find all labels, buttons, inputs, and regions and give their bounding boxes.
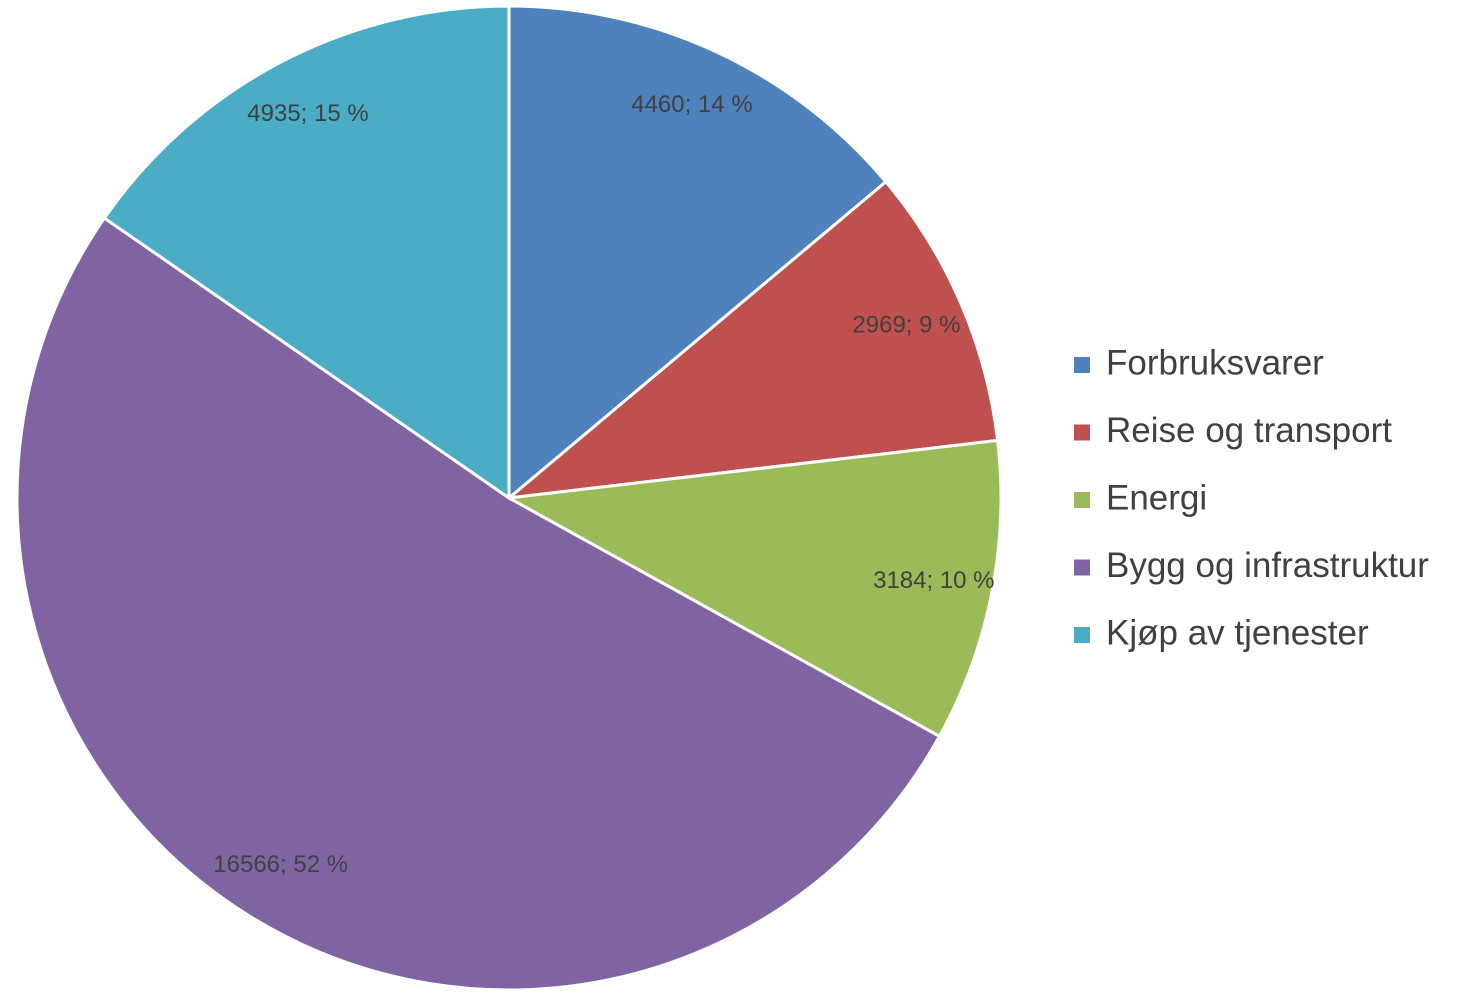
legend-label: Reise og transport — [1106, 411, 1392, 450]
data-label: 3184; 10 % — [873, 567, 994, 594]
legend-swatch — [1074, 357, 1090, 373]
legend-swatch — [1074, 627, 1090, 643]
data-label: 16566; 52 % — [213, 851, 348, 878]
legend-swatch — [1074, 559, 1090, 576]
legend-label: Kjøp av tjenester — [1106, 613, 1369, 652]
pie-slice — [507, 4, 888, 502]
data-label: 2969; 9 % — [852, 312, 960, 339]
legend-swatch — [1074, 492, 1090, 508]
data-label: 4935; 15 % — [247, 100, 368, 127]
legend-label: Forbruksvarer — [1106, 343, 1324, 382]
legend-swatch — [1074, 424, 1090, 441]
legend-label: Bygg og infrastruktur — [1106, 546, 1429, 585]
pie-slice — [102, 4, 511, 501]
legend-label: Energi — [1106, 478, 1207, 517]
pie-slice — [504, 438, 1003, 739]
pie-slice — [15, 215, 942, 992]
data-label: 4460; 14 % — [631, 91, 752, 118]
pie-slice — [504, 179, 1000, 501]
